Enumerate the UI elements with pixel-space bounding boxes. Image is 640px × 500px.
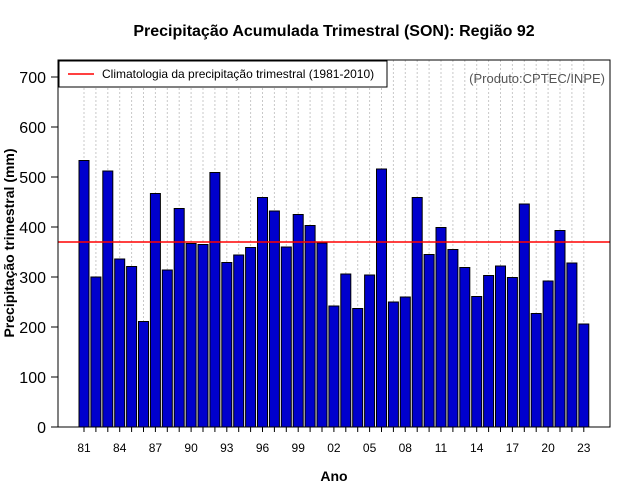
bar-2005 <box>364 274 376 428</box>
bar-1981 <box>78 160 90 428</box>
bar-1984 <box>114 258 126 428</box>
x-axis: 81 84 87 90 93 96 99 02 05 08 11 14 17 20 23 <box>77 427 591 455</box>
x-tick-label: 02 <box>327 441 341 455</box>
bar-1998 <box>280 246 292 428</box>
legend: Climatologia da precipitação trimestral … <box>58 60 388 88</box>
bar-2019 <box>530 313 542 428</box>
bar-2001 <box>316 242 328 428</box>
x-tick-label: 11 <box>435 441 448 455</box>
bar-2004 <box>352 308 364 428</box>
bar-1999 <box>292 214 304 428</box>
bar-1988 <box>161 269 173 428</box>
x-axis-label: Ano <box>320 468 347 484</box>
x-tick-label: 20 <box>541 441 555 455</box>
bar-1987 <box>149 193 161 428</box>
bar-1991 <box>197 244 209 428</box>
bar-1992 <box>209 172 221 428</box>
bar-2016 <box>495 265 506 428</box>
x-tick-label: 96 <box>256 441 270 455</box>
bar-2011 <box>435 227 447 428</box>
bar-2000 <box>304 225 316 428</box>
y-tick-label: 500 <box>19 170 46 187</box>
x-tick-label: 93 <box>220 441 234 455</box>
bar-2021 <box>554 230 566 428</box>
bar-2013 <box>459 267 471 428</box>
chart-title: Precipitação Acumulada Trimestral (SON):… <box>133 23 534 40</box>
x-tick-label: 08 <box>399 441 413 455</box>
bars <box>78 160 590 428</box>
y-tick-label: 400 <box>19 220 46 237</box>
bar-2012 <box>447 249 459 428</box>
bar-2008 <box>399 296 411 428</box>
bar-2023 <box>578 323 590 428</box>
bar-1994 <box>233 254 245 428</box>
bar-2009 <box>411 197 423 428</box>
x-tick-label: 17 <box>506 441 520 455</box>
bar-1990 <box>185 243 197 428</box>
bar-1983 <box>102 170 114 428</box>
bar-2017 <box>506 277 518 428</box>
bar-1996 <box>257 197 268 428</box>
bar-1993 <box>221 262 233 428</box>
x-tick-label: 05 <box>363 441 377 455</box>
credit-text: (Produto:CPTEC/INPE) <box>469 71 605 86</box>
bar-1997 <box>268 210 280 428</box>
x-tick-label: 23 <box>577 441 591 455</box>
y-axis: 0 100 200 300 400 500 600 700 <box>19 70 58 437</box>
y-tick-label: 600 <box>19 120 46 137</box>
y-tick-label: 200 <box>19 320 46 337</box>
legend-label: Climatologia da precipitação trimestral … <box>102 67 374 81</box>
bar-2020 <box>542 280 554 428</box>
bar-2018 <box>518 203 530 428</box>
bar-1982 <box>90 276 102 428</box>
bar-1995 <box>245 247 257 428</box>
y-tick-label: 300 <box>19 270 46 287</box>
bar-1986 <box>138 321 149 428</box>
bar-2007 <box>387 301 399 428</box>
bar-1985 <box>126 266 138 428</box>
y-tick-label: 0 <box>37 420 46 437</box>
x-tick-label: 14 <box>470 441 484 455</box>
y-tick-label: 100 <box>19 370 46 387</box>
y-tick-label: 700 <box>19 70 46 87</box>
bar-2002 <box>328 305 340 428</box>
x-tick-label: 87 <box>149 441 163 455</box>
bar-2003 <box>340 273 352 428</box>
x-tick-label: 99 <box>292 441 306 455</box>
legend-box <box>58 60 388 88</box>
x-tick-label: 81 <box>77 441 91 455</box>
bar-2014 <box>471 296 483 428</box>
y-axis-label: Precipitação trimestral (mm) <box>1 148 17 337</box>
bar-2010 <box>423 254 435 428</box>
x-tick-label: 84 <box>113 441 127 455</box>
bar-2022 <box>566 262 578 428</box>
bar-2015 <box>483 275 495 428</box>
bar-2006 <box>376 168 387 428</box>
x-tick-label: 90 <box>184 441 198 455</box>
